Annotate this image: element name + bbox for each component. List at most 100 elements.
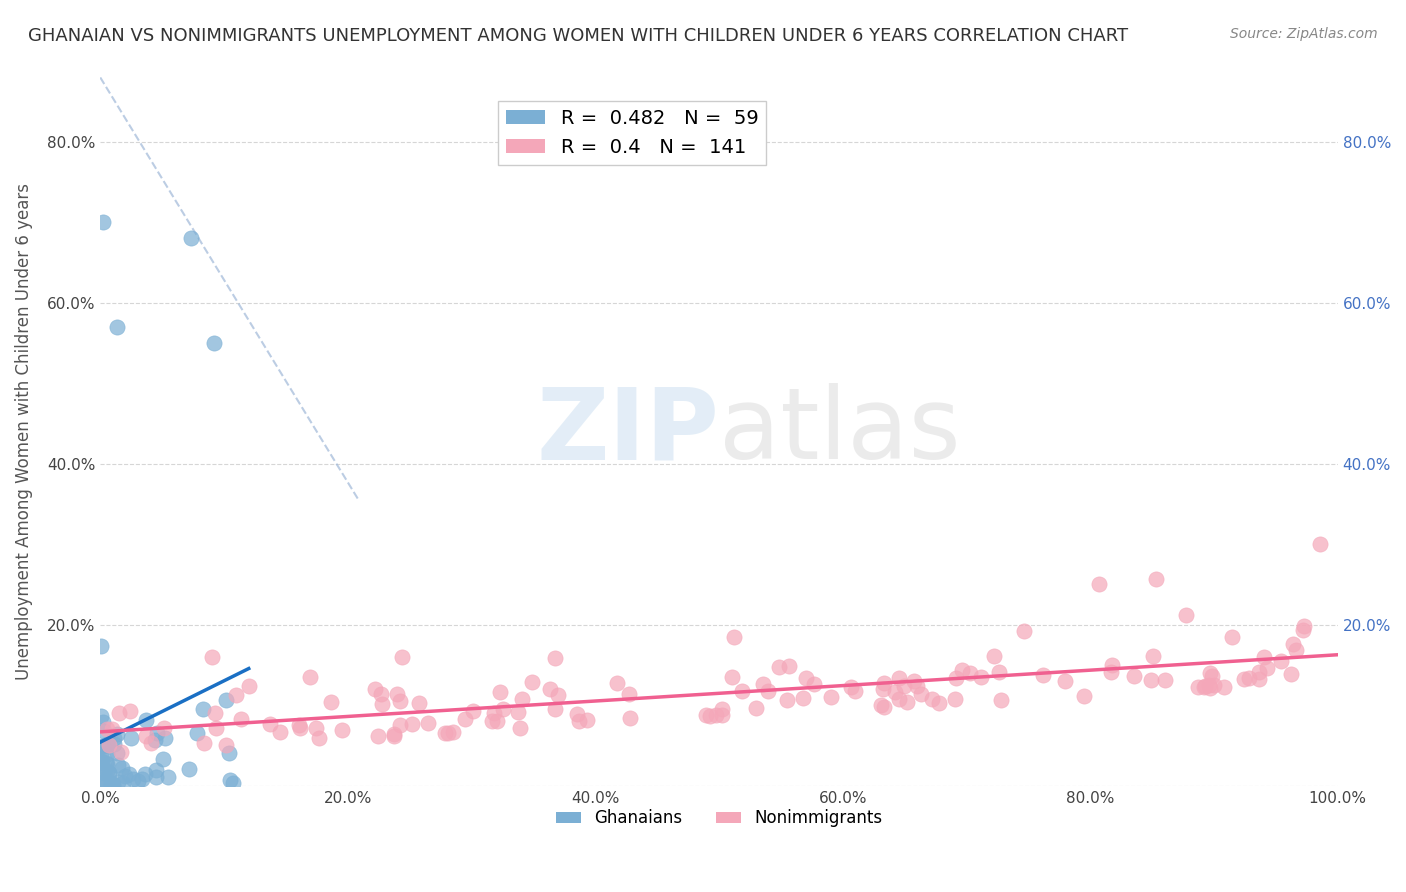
Point <box>903 674 925 689</box>
Point <box>704 708 727 723</box>
Point <box>744 701 766 715</box>
Point <box>1073 689 1095 703</box>
Point <box>157 770 180 784</box>
Point <box>482 706 505 720</box>
Point <box>803 677 825 691</box>
Point <box>1194 680 1216 694</box>
Point <box>568 714 591 729</box>
Point <box>122 772 145 786</box>
Point <box>1142 648 1164 663</box>
Point <box>1201 669 1223 683</box>
Point <box>93 764 115 779</box>
Point <box>1192 680 1215 694</box>
Point <box>139 736 162 750</box>
Point <box>461 704 484 718</box>
Point <box>100 722 122 736</box>
Point <box>721 669 744 683</box>
Point <box>820 690 842 704</box>
Point <box>990 692 1012 706</box>
Point <box>1122 668 1144 682</box>
Point <box>1270 654 1292 668</box>
Point <box>218 747 240 761</box>
Point <box>93 739 115 754</box>
Point <box>91 775 114 789</box>
Point <box>1174 608 1197 623</box>
Point <box>135 713 157 727</box>
Point <box>96 737 118 751</box>
Point <box>152 752 174 766</box>
Point <box>96 723 118 737</box>
Point <box>905 679 928 693</box>
Point <box>950 663 973 677</box>
Point <box>441 725 464 739</box>
Point <box>145 763 167 777</box>
Point <box>453 713 475 727</box>
Point <box>186 725 208 739</box>
Y-axis label: Unemployment Among Women with Children Under 6 years: Unemployment Among Women with Children U… <box>15 183 32 680</box>
Point <box>93 724 115 739</box>
Point <box>778 659 800 673</box>
Text: atlas: atlas <box>718 383 960 480</box>
Point <box>510 691 533 706</box>
Point <box>105 746 128 760</box>
Point <box>522 674 544 689</box>
Point <box>259 717 281 731</box>
Point <box>436 725 458 739</box>
Point <box>146 726 169 740</box>
Point <box>308 731 330 745</box>
Point <box>107 758 129 772</box>
Point <box>1204 678 1226 692</box>
Point <box>723 630 745 644</box>
Point <box>699 709 721 723</box>
Point <box>921 692 943 706</box>
Point <box>118 766 141 780</box>
Point <box>100 777 122 791</box>
Point <box>575 713 598 727</box>
Point <box>388 693 411 707</box>
Point <box>1154 673 1177 688</box>
Point <box>794 672 817 686</box>
Point <box>330 723 353 738</box>
Point <box>1054 673 1077 688</box>
Point <box>93 766 115 780</box>
Text: Source: ZipAtlas.com: Source: ZipAtlas.com <box>1230 27 1378 41</box>
Point <box>90 708 112 723</box>
Point <box>943 692 966 706</box>
Point <box>768 660 790 674</box>
Point <box>1088 576 1111 591</box>
Point <box>1199 666 1222 681</box>
Point <box>180 231 202 245</box>
Point <box>987 665 1010 679</box>
Point <box>401 717 423 731</box>
Point <box>114 768 136 782</box>
Point <box>107 774 129 789</box>
Point <box>391 650 413 665</box>
Point <box>481 714 503 728</box>
Point <box>1144 572 1167 586</box>
Point <box>1198 678 1220 692</box>
Point <box>100 776 122 790</box>
Point <box>204 706 226 720</box>
Point <box>364 681 387 696</box>
Point <box>506 705 529 719</box>
Point <box>110 745 132 759</box>
Point <box>90 639 112 653</box>
Point <box>103 737 125 751</box>
Point <box>111 761 134 775</box>
Point <box>695 707 717 722</box>
Point <box>731 683 754 698</box>
Point <box>619 711 641 725</box>
Point <box>1247 665 1270 680</box>
Point <box>711 702 734 716</box>
Point <box>928 696 950 710</box>
Point <box>112 776 135 790</box>
Point <box>90 746 112 760</box>
Point <box>1187 680 1209 694</box>
Point <box>91 714 114 729</box>
Point <box>1294 619 1316 633</box>
Point <box>371 698 394 712</box>
Point <box>120 731 142 746</box>
Point <box>509 721 531 735</box>
Point <box>225 688 247 702</box>
Point <box>1281 637 1303 651</box>
